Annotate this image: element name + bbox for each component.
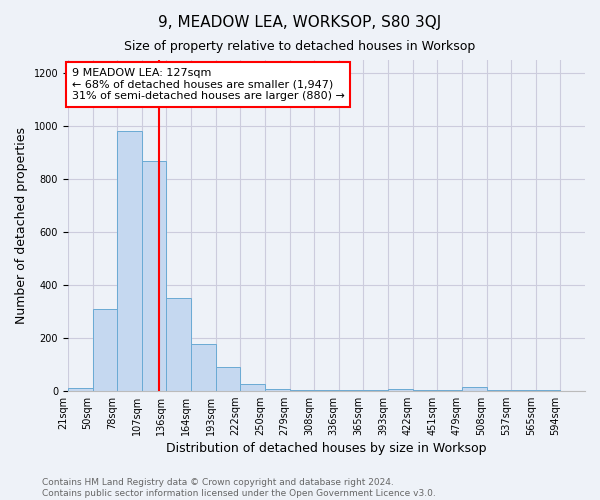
Bar (215, 367, 240, 390)
Text: Contains HM Land Registry data © Crown copyright and database right 2024.
Contai: Contains HM Land Registry data © Crown c… (42, 478, 436, 498)
Text: 9 MEADOW LEA: 127sqm
← 68% of detached houses are smaller (1,947)
31% of semi-de: 9 MEADOW LEA: 127sqm ← 68% of detached h… (71, 68, 344, 101)
Bar (166, 298, 191, 390)
Bar (92, 308, 117, 390)
Text: Size of property relative to detached houses in Worksop: Size of property relative to detached ho… (124, 40, 476, 53)
Bar (462, 386, 487, 390)
Y-axis label: Number of detached properties: Number of detached properties (15, 127, 28, 324)
Bar (240, 384, 265, 390)
Bar (117, 132, 142, 390)
Bar (142, 160, 166, 390)
Bar (191, 344, 215, 391)
X-axis label: Distribution of detached houses by size in Worksop: Distribution of detached houses by size … (166, 442, 487, 455)
Text: 9, MEADOW LEA, WORKSOP, S80 3QJ: 9, MEADOW LEA, WORKSOP, S80 3QJ (158, 15, 442, 30)
Bar (68, 388, 92, 390)
